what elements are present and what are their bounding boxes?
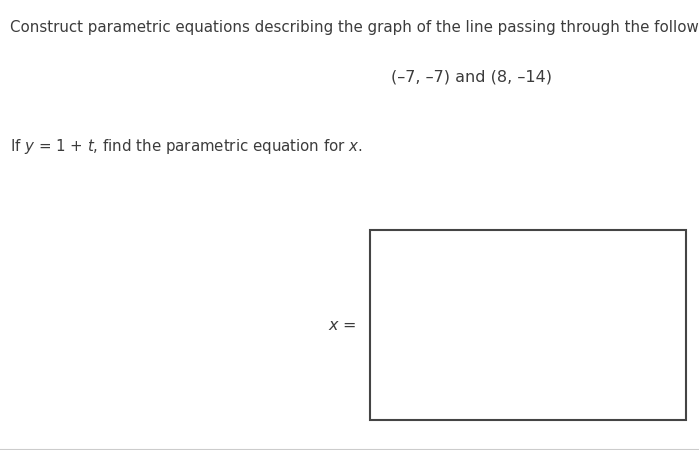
Bar [370,230,686,420]
Text: Construct parametric equations describing the graph of the line passing through : Construct parametric equations describin… [10,20,699,35]
Text: (–7, –7) and (8, –14): (–7, –7) and (8, –14) [391,70,552,85]
Text: If $y$ = 1 + $t$, find the parametric equation for $x$.: If $y$ = 1 + $t$, find the parametric eq… [10,137,362,156]
Text: $x$ =: $x$ = [329,318,357,333]
